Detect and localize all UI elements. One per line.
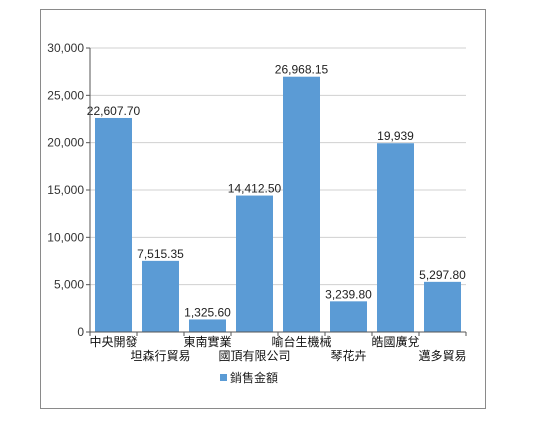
y-tick-label: 0 <box>77 325 84 339</box>
bar <box>142 260 179 332</box>
category-label: 琴花卉 <box>330 348 366 363</box>
legend-label: 銷售金額 <box>230 370 278 385</box>
data-label: 14,412.50 <box>228 182 282 196</box>
data-label: 3,239.80 <box>325 287 372 301</box>
data-label: 19,939 <box>377 129 414 143</box>
category-label: 東南實業 <box>183 334 231 349</box>
category-label: 皓國廣兌 <box>371 335 419 349</box>
y-tick-label: 15,000 <box>47 183 84 197</box>
category-label: 中央開發 <box>89 334 137 349</box>
bar <box>189 319 226 332</box>
y-tick-label: 5,000 <box>54 278 84 292</box>
y-tick-label: 30,000 <box>47 41 84 55</box>
y-tick-label: 20,000 <box>47 136 84 150</box>
bar <box>236 195 273 332</box>
legend-swatch <box>220 374 227 381</box>
bar <box>283 76 320 333</box>
data-label: 7,515.35 <box>137 247 184 261</box>
bar <box>424 281 461 332</box>
category-label: 國頂有限公司 <box>218 349 290 363</box>
y-tick-label: 25,000 <box>47 88 84 102</box>
bar <box>95 117 132 332</box>
bar <box>330 301 367 332</box>
data-label: 22,607.70 <box>87 104 141 118</box>
data-label: 1,325.60 <box>184 305 231 319</box>
category-label: 喻台生機械 <box>271 334 331 349</box>
bar <box>377 143 414 332</box>
y-tick-label: 10,000 <box>47 230 84 244</box>
data-label: 26,968.15 <box>275 63 329 77</box>
category-label: 坦森行貿易 <box>130 348 190 363</box>
category-label: 邁多貿易 <box>418 349 466 363</box>
data-label: 5,297.80 <box>419 268 466 282</box>
